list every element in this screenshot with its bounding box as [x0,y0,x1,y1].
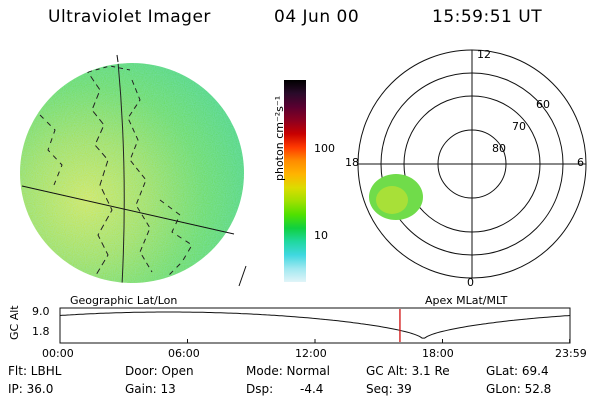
altitude-xtick-18: 18:00 [422,347,454,360]
mlt-label-12: 12 [477,48,491,61]
coast-outline-2 [127,79,153,273]
coast-outline [84,67,113,276]
altitude-ytick-1.8: 1.8 [32,325,50,338]
mlat-label-80: 80 [492,142,506,155]
auroral-spot-core [376,186,408,214]
altitude-xtick-12: 12:00 [295,347,327,360]
seq-readout: Seq: 39 [366,382,412,396]
mlat-label-60: 60 [536,98,550,111]
altitude-xtick-00: 00:00 [42,347,74,360]
coast-outline-4 [159,199,193,277]
colorbar-tick-100: 100 [314,142,335,155]
mode-readout: Mode: Normal [246,364,330,378]
apex-label: Apex MLat/MLT [425,294,508,307]
altitude-curve [59,311,571,339]
meridian-ext-top [116,54,119,63]
coast-outline-3 [39,114,63,186]
earth-disk [20,63,244,283]
glon-readout: GLon: 52.8 [486,382,552,396]
gc-alt-readout: GC Alt: 3.1 Re [366,364,450,378]
terminator-tick [238,265,247,287]
dsp-value: -4.4 [300,382,324,396]
time-label: 15:59:51 UT [432,7,543,27]
glat-readout: GLat: 69.4 [486,364,549,378]
colorbar-scale [284,80,306,282]
door-readout: Door: Open [125,364,194,378]
altitude-xtick-06: 06:00 [168,347,200,360]
altitude-ytick-9: 9.0 [32,305,50,318]
app-title: Ultraviolet Imager [48,7,211,27]
mlat-label-70: 70 [512,120,526,133]
mlt-label-18: 18 [345,156,359,169]
colorbar [284,80,306,282]
latitude-line [21,185,235,235]
colorbar-tick-10: 10 [314,229,328,242]
mlt-label-6: 6 [577,156,584,169]
gain-readout: Gain: 13 [125,382,176,396]
geographic-label: Geographic Lat/Lon [70,294,178,307]
ip-readout: IP: 36.0 [8,382,54,396]
filter-readout: Flt: LBHL [8,364,62,378]
dsp-readout: Dsp: [246,382,274,396]
mlt-label-0: 0 [467,276,474,289]
altitude-xtick-2359: 23:59 [555,347,587,360]
altitude-ylabel: GC Alt [8,305,21,340]
date-label: 04 Jun 00 [274,7,360,27]
altitude-frame [59,307,571,344]
meridian-line [117,63,125,283]
